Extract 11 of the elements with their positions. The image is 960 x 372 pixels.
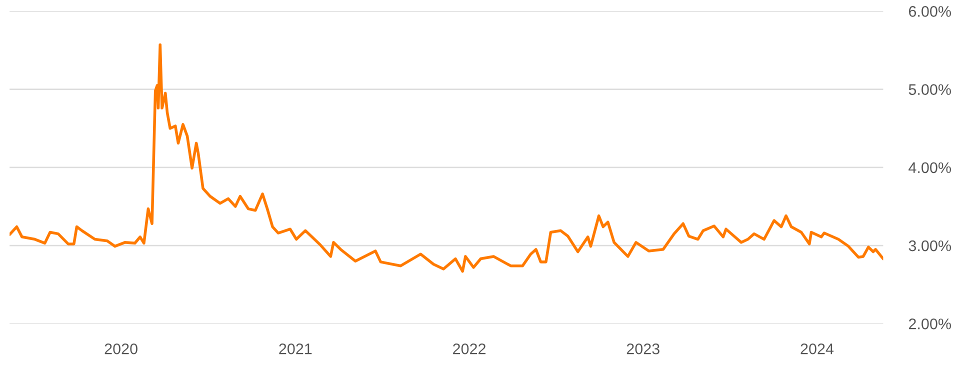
y-tick-label: 5.00%: [908, 84, 951, 95]
x-tick-label: 2022: [453, 343, 486, 354]
y-tick-label: 3.00%: [908, 240, 951, 252]
line-series: [10, 43, 884, 273]
y-tick-label: 4.00%: [908, 162, 951, 174]
x-tick-label: 2021: [279, 343, 312, 354]
y-tick-label: 6.00%: [908, 6, 951, 17]
x-tick-label: 2024: [800, 343, 834, 354]
x-tick-label: 2023: [626, 343, 660, 354]
y-tick-label: 2.00%: [908, 318, 951, 330]
x-tick-label: 2020: [104, 343, 138, 354]
